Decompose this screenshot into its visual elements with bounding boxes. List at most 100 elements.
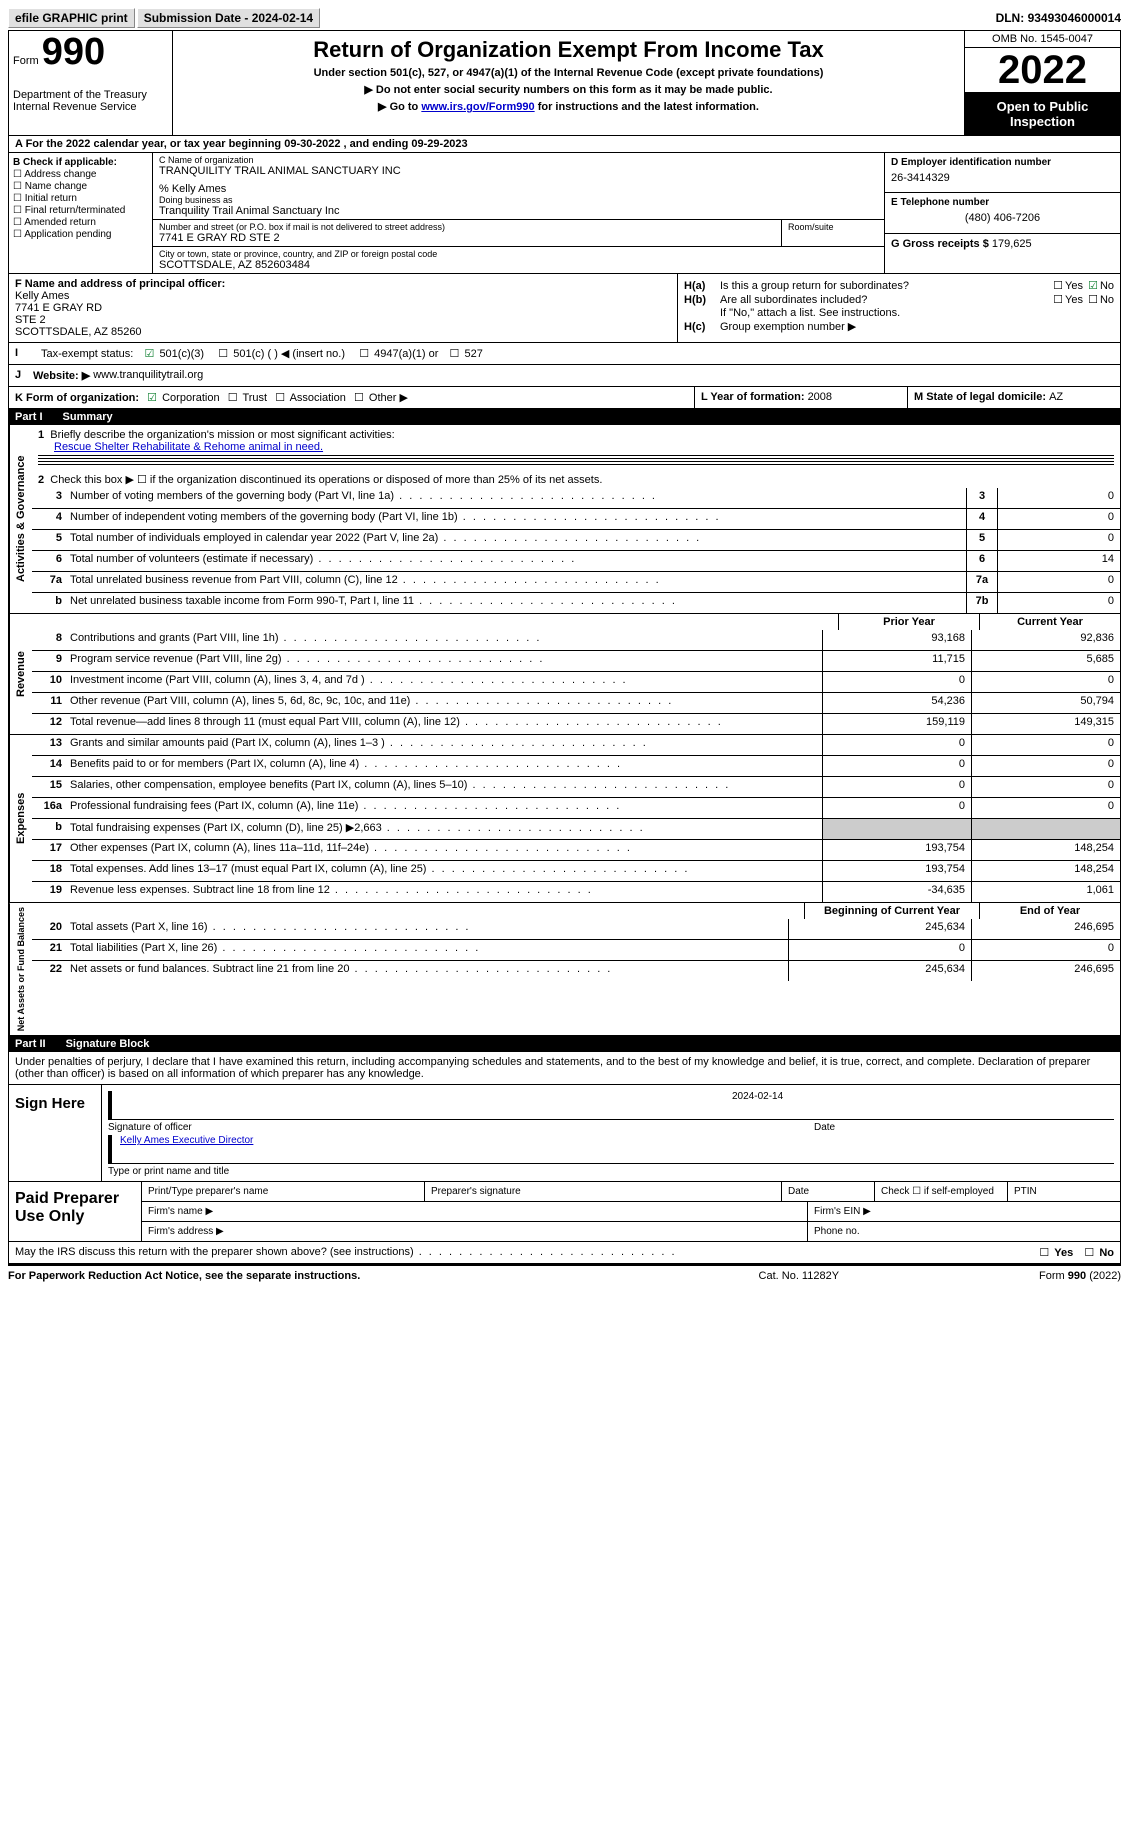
j-label: J [15, 369, 33, 382]
chk-4947[interactable] [357, 348, 371, 360]
line-val: 0 [997, 488, 1120, 508]
preparer-row: Paid Preparer Use Only Print/Type prepar… [9, 1182, 1120, 1242]
page-footer: For Paperwork Reduction Act Notice, see … [8, 1266, 1121, 1286]
line-2-num: 2 [38, 474, 44, 486]
sig-officer-label: Signature of officer [108, 1122, 814, 1133]
line-num: 11 [32, 693, 66, 713]
vtab-netassets: Net Assets or Fund Balances [9, 903, 32, 1035]
prior-val: 159,119 [822, 714, 971, 734]
ha-yes[interactable] [1051, 280, 1065, 292]
chk-name-change[interactable]: Name change [13, 181, 148, 192]
discuss-no[interactable] [1082, 1247, 1096, 1259]
opt-assoc: Association [290, 392, 346, 404]
footer-catno: Cat. No. 11282Y [759, 1270, 840, 1282]
hb-yn: Yes No [1051, 293, 1114, 306]
gross-label: G Gross receipts $ [891, 238, 992, 250]
chk-corp[interactable] [145, 392, 159, 404]
curr-val: 50,794 [971, 693, 1120, 713]
chk-527[interactable] [448, 348, 462, 360]
box-g: G Gross receipts $ 179,625 [885, 234, 1120, 273]
line-desc: Total unrelated business revenue from Pa… [66, 572, 966, 592]
line-2-text: Check this box ▶ ☐ if the organization d… [50, 474, 602, 486]
line-22: 22 Net assets or fund balances. Subtract… [32, 960, 1120, 981]
line-num: 7a [32, 572, 66, 592]
discuss-no-lbl: No [1099, 1247, 1114, 1259]
gross-receipts: 179,625 [992, 238, 1032, 250]
line-val: 14 [997, 551, 1120, 571]
irs-link[interactable]: www.irs.gov/Form990 [421, 101, 534, 113]
ha-yn: Yes No [1051, 279, 1114, 292]
chk-trust[interactable] [226, 392, 240, 404]
prior-val: 54,236 [822, 693, 971, 713]
chk-501c3[interactable] [143, 348, 157, 360]
line-box: 7a [966, 572, 997, 592]
ein-label: D Employer identification number [891, 157, 1114, 168]
chk-address-change[interactable]: Address change [13, 169, 148, 180]
na-curr-hdr: End of Year [979, 903, 1120, 919]
prior-val: 0 [822, 777, 971, 797]
chk-amended[interactable]: Amended return [13, 217, 148, 228]
chk-other[interactable] [352, 392, 366, 404]
line-desc: Total liabilities (Part X, line 26) [66, 940, 788, 960]
line-num: 8 [32, 630, 66, 650]
box-b: B Check if applicable: Address change Na… [9, 153, 153, 273]
line-desc: Other expenses (Part IX, column (A), lin… [66, 840, 822, 860]
h-note-text: If "No," attach a list. See instructions… [720, 307, 1114, 319]
street: 7741 E GRAY RD STE 2 [159, 232, 775, 244]
line-desc: Net assets or fund balances. Subtract li… [66, 961, 788, 981]
chk-501c[interactable] [216, 348, 230, 360]
curr-val: 0 [971, 735, 1120, 755]
efile-button[interactable]: efile GRAPHIC print [8, 8, 135, 28]
hb-yes[interactable] [1051, 294, 1065, 306]
part-1-title: Summary [63, 411, 113, 423]
discuss-yn: Yes No [1037, 1246, 1114, 1259]
officer-name: Kelly Ames [15, 290, 69, 302]
city-cell: City or town, state or province, country… [153, 247, 884, 273]
governance-lines: 1 Briefly describe the organization's mi… [32, 425, 1120, 613]
line-num: 10 [32, 672, 66, 692]
prep-name-hdr: Print/Type preparer's name [142, 1182, 425, 1201]
ein: 26-3414329 [891, 172, 1114, 184]
hb-no[interactable] [1086, 294, 1100, 306]
ha-no[interactable] [1086, 280, 1100, 292]
part-2-header: Part II Signature Block [9, 1036, 1120, 1052]
omb-number: OMB No. 1545-0047 [965, 31, 1120, 48]
top-toolbar: efile GRAPHIC print Submission Date - 20… [8, 8, 1121, 28]
k-label: K Form of organization: [15, 392, 139, 404]
discuss-yes[interactable] [1037, 1247, 1051, 1259]
footer-right: Form 990 (2022) [1039, 1270, 1121, 1282]
m-state: M State of legal domicile: AZ [908, 387, 1120, 408]
vtab-expenses: Expenses [9, 735, 32, 902]
line-b: b Net unrelated business taxable income … [32, 592, 1120, 613]
chk-final-return[interactable]: Final return/terminated [13, 205, 148, 216]
chk-app-pending[interactable]: Application pending [13, 229, 148, 240]
line-1: 1 Briefly describe the organization's mi… [32, 425, 1120, 471]
line-val: 0 [997, 509, 1120, 529]
line-7a: 7a Total unrelated business revenue from… [32, 571, 1120, 592]
curr-val [971, 819, 1120, 839]
line-desc: Total number of individuals employed in … [66, 530, 966, 550]
line-box: 7b [966, 593, 997, 613]
box-d: D Employer identification number 26-3414… [885, 153, 1120, 193]
open-to-public: Open to Public Inspection [965, 93, 1120, 135]
identity-grid: B Check if applicable: Address change Na… [9, 153, 1120, 274]
ty-end: 09-29-2023 [411, 138, 467, 150]
org-name-cell: C Name of organization TRANQUILITY TRAIL… [153, 153, 884, 220]
phone: (480) 406-7206 [891, 212, 1114, 224]
chk-assoc[interactable] [273, 392, 287, 404]
line-box: 5 [966, 530, 997, 550]
form-subtitle-1: Under section 501(c), 527, or 4947(a)(1)… [181, 67, 956, 79]
chk-initial-return[interactable]: Initial return [13, 193, 148, 204]
line-num: 9 [32, 651, 66, 671]
opt-501c3: 501(c)(3) [159, 348, 204, 360]
care-of: % Kelly Ames [159, 183, 878, 195]
prior-val: -34,635 [822, 882, 971, 902]
line-num: 3 [32, 488, 66, 508]
curr-val: 0 [971, 940, 1120, 960]
street-cell: Number and street (or P.O. box if mail i… [153, 220, 781, 246]
curr-val: 148,254 [971, 861, 1120, 881]
curr-val: 246,695 [971, 961, 1120, 981]
vtab-governance: Activities & Governance [9, 425, 32, 613]
form-header: Form 990 Department of the Treasury Inte… [9, 31, 1120, 136]
line-desc: Revenue less expenses. Subtract line 18 … [66, 882, 822, 902]
